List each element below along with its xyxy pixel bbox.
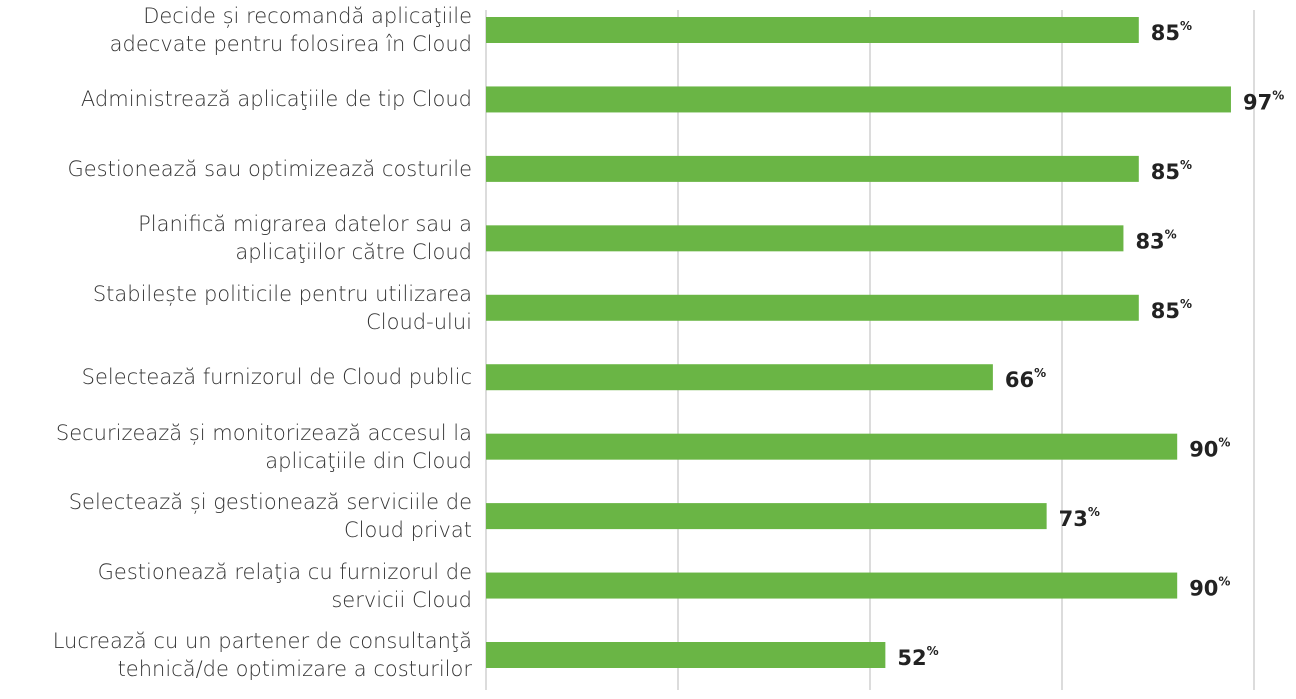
bar <box>486 642 886 668</box>
category-label: Decide și recomandă aplicaţiile adecvate… <box>109 4 472 56</box>
value-label: 85% <box>1151 296 1192 323</box>
bar <box>486 17 1139 43</box>
value-label: 85% <box>1151 19 1192 46</box>
value-label: 90% <box>1189 574 1230 601</box>
bar <box>486 225 1124 252</box>
category-label: Selectează și gestionează serviciile de … <box>68 490 472 543</box>
value-label: 66% <box>1005 366 1046 393</box>
value-label: 83% <box>1135 227 1176 254</box>
category-label: Securizează și monitorizează accesul la … <box>55 420 472 473</box>
bar <box>486 294 1139 321</box>
category-label: Administrează aplicaţiile de tip Cloud <box>80 87 472 112</box>
value-label: 73% <box>1059 505 1100 532</box>
category-label: Gestionează sau optimizează costurile <box>67 156 472 181</box>
bar <box>486 155 1139 182</box>
value-label: 85% <box>1151 157 1192 184</box>
bar <box>486 433 1178 460</box>
category-label: Gestionează relaţia cu furnizorul de ser… <box>97 559 472 612</box>
bar <box>486 503 1047 530</box>
category-label: Selectează furnizorul de Cloud public <box>81 365 472 390</box>
bar <box>486 572 1178 599</box>
bar <box>486 86 1231 113</box>
category-label: Lucrează cu un partener de consultanţă t… <box>52 629 472 681</box>
value-label: 97% <box>1243 88 1284 115</box>
category-label: Planifică migrarea datelor sau a aplicaţ… <box>138 212 472 265</box>
value-label: 90% <box>1189 435 1230 462</box>
value-label: 52% <box>897 644 938 671</box>
bar <box>486 364 993 391</box>
category-label: Stabilește politicile pentru utilizarea … <box>92 281 472 334</box>
